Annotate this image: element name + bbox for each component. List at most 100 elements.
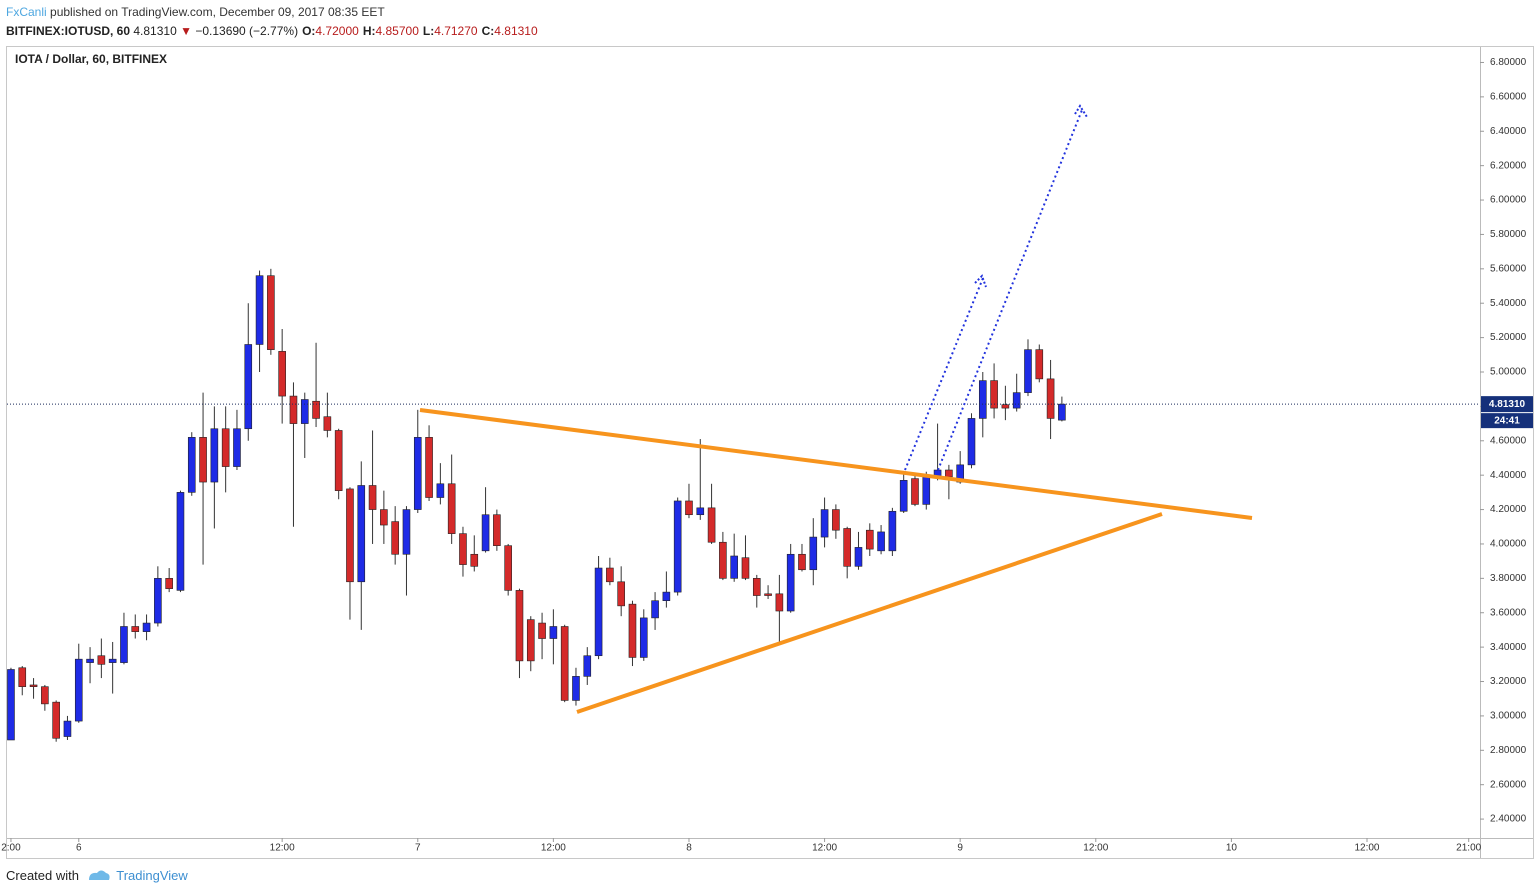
last: 4.81310 — [133, 24, 177, 38]
candle-body — [368, 485, 377, 510]
candle-body — [380, 509, 388, 526]
candle-body — [187, 437, 196, 493]
author[interactable]: FxCanli — [6, 5, 47, 19]
chart-title: IOTA / Dollar, 60, BITFINEX — [15, 52, 167, 66]
candle-body — [29, 684, 38, 687]
chart: IOTA / Dollar, 60, BITFINEX 2.40000 2.600… — [1, 46, 1534, 859]
trendline[interactable] — [576, 512, 1163, 714]
candle-body — [108, 658, 117, 663]
candle-body — [18, 667, 27, 687]
ohlc-value: 4.85700 — [375, 24, 419, 38]
y-tick-label: 5.60000 — [1490, 263, 1527, 274]
candle-body — [888, 510, 897, 552]
ohlc-label: O: — [302, 24, 316, 38]
candle-body — [131, 626, 140, 632]
candle-body — [741, 557, 750, 579]
candle-body — [707, 507, 716, 543]
footer: Created with TradingView — [6, 866, 188, 883]
x-tick-label: 12:00 — [1083, 843, 1108, 854]
y-tick-label: 5.40000 — [1490, 298, 1527, 309]
candle-body — [323, 416, 332, 431]
y-tick-label: 6.60000 — [1490, 92, 1527, 103]
candle-body — [639, 617, 648, 658]
published: published on TradingView.com, December 0… — [50, 5, 385, 19]
candle-body — [244, 344, 253, 430]
candle-body — [628, 603, 637, 658]
candle-body — [798, 553, 806, 571]
y-tick-label: 2.60000 — [1490, 779, 1527, 790]
candle-body — [142, 622, 151, 632]
candle-body — [176, 492, 185, 591]
ohlc-label: H: — [362, 24, 376, 38]
candle-body — [493, 514, 501, 546]
candle-body — [74, 658, 83, 722]
candle-body — [1058, 403, 1066, 421]
candle-body — [402, 509, 411, 555]
candle-body — [120, 626, 128, 663]
candle-body — [662, 591, 671, 601]
y-tick-label: 3.20000 — [1490, 676, 1527, 687]
candle-body — [673, 500, 682, 593]
candle-body — [843, 528, 851, 567]
arrowhead — [974, 274, 987, 288]
candle-body — [651, 600, 659, 619]
candle-body — [481, 514, 490, 552]
x-tick-label: 9 — [957, 843, 963, 854]
y-tick-label: 6.40000 — [1490, 126, 1527, 137]
candle-body — [990, 380, 998, 409]
candle-body — [809, 536, 818, 571]
y-tick-label: 4.00000 — [1490, 539, 1527, 550]
ohlc-label: L: — [422, 24, 435, 38]
candle-body — [1046, 378, 1055, 419]
candle-body — [86, 658, 94, 663]
candle-body — [945, 469, 953, 478]
candle-body — [606, 567, 614, 583]
candle-body — [775, 593, 784, 612]
x-tick-label: 8 — [686, 843, 692, 854]
candle-body — [572, 676, 580, 701]
candle-body — [346, 488, 354, 583]
symbol: BITFINEX:IOTUSD, 60 — [6, 24, 131, 38]
x-tick-label: 10 — [1226, 843, 1238, 854]
candle-body — [617, 581, 625, 607]
x-tick-label: 12:00 — [541, 843, 566, 854]
candle-body — [391, 521, 399, 555]
x-tick-label: 7 — [415, 843, 421, 854]
y-tick-label: 4.60000 — [1490, 435, 1527, 446]
y-tick-label: 3.00000 — [1490, 711, 1527, 722]
candle-body — [526, 619, 535, 662]
last-price-label: 4.81310 — [1489, 399, 1526, 410]
candle-body — [504, 545, 512, 591]
y-tick-label: 5.00000 — [1490, 367, 1527, 378]
x-tick-label: 12:00 — [270, 843, 295, 854]
y-tick-label: 3.40000 — [1490, 642, 1527, 653]
brand[interactable]: TradingView — [116, 868, 188, 883]
change: −0.13690 (−2.77%) — [195, 24, 299, 38]
trendline[interactable] — [419, 408, 1253, 520]
candle-body — [696, 507, 705, 516]
candle-body — [583, 655, 592, 677]
y-tick-label: 6.00000 — [1490, 195, 1527, 206]
candle-body — [425, 437, 433, 498]
y-tick-label: 5.80000 — [1490, 229, 1527, 240]
x-tick-label: 2:00 — [1, 843, 21, 854]
candle-body — [1035, 349, 1044, 380]
arrow: ▼ — [180, 24, 192, 38]
candle-body — [470, 553, 479, 567]
candle-body — [413, 437, 422, 510]
candle-body — [877, 531, 885, 552]
candle-body — [278, 351, 286, 397]
frame — [6, 46, 1534, 859]
candle-body — [63, 720, 72, 737]
created: Created with — [6, 868, 79, 883]
candle-body — [436, 483, 445, 498]
candle-body — [786, 553, 795, 612]
ohlc-value: 4.72000 — [315, 24, 359, 38]
candle-body — [459, 533, 467, 565]
candle-body — [267, 275, 275, 350]
header: FxCanli published on TradingView.com, De… — [6, 3, 538, 41]
candle-body — [357, 485, 366, 583]
candle-body — [538, 622, 546, 639]
candle-body — [1012, 392, 1021, 409]
